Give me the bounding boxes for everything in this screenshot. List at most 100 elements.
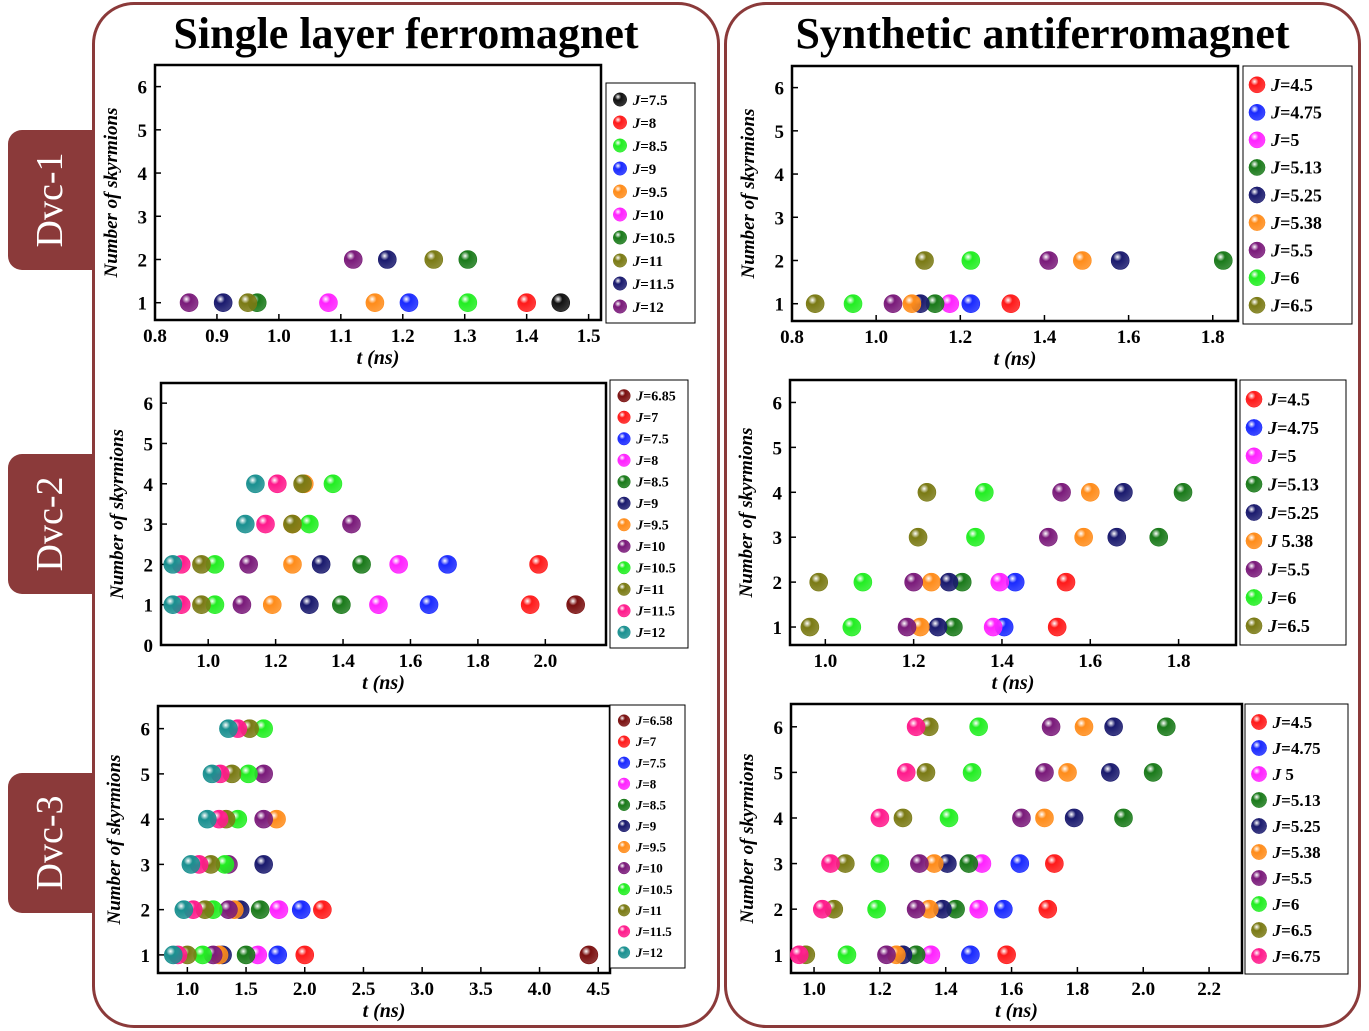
legend-marker-J7-5 (617, 756, 631, 769)
y-tick-label: 1 (775, 295, 785, 316)
legend-marker-J6-85 (617, 389, 631, 403)
legend-value: =5.13 (1277, 474, 1319, 494)
x-tick-label: 1.2 (868, 979, 892, 1000)
point-J10 (232, 595, 252, 614)
legend-marker-J6-5 (1251, 922, 1267, 938)
y-axis-label: Number of skyrmions (736, 428, 757, 599)
legend-label: J=5 (1267, 446, 1296, 466)
point-J5-25 (1110, 251, 1130, 270)
legend-J-symbol: J (635, 882, 643, 897)
legend-label: J=7 (635, 734, 657, 749)
legend-value: =8 (643, 454, 658, 469)
x-tick-label: 1.3 (453, 326, 477, 347)
legend-marker-J9 (617, 496, 631, 510)
point-J5-13 (1156, 717, 1176, 737)
legend-marker-J11-5 (617, 604, 631, 618)
point-J9-5 (283, 555, 302, 574)
device-label: Dvc-1 (29, 152, 71, 248)
legend-label: J=12 (632, 300, 664, 316)
legend-value: =5 (1277, 446, 1296, 466)
point-J9-5 (365, 293, 385, 313)
legend-value: =4.5 (1277, 389, 1310, 409)
legend-value: =5.38 (1280, 213, 1322, 233)
legend-marker-J6-5 (1248, 296, 1266, 314)
legend-label: J=10.5 (632, 231, 675, 247)
legend-J-symbol: J (1267, 503, 1278, 523)
legend-marker-J6 (1248, 269, 1266, 287)
legend-marker-J12 (617, 946, 631, 959)
device-label: Dvc-2 (29, 476, 71, 572)
legend-marker-J5-25 (1248, 186, 1266, 204)
point-J9 (311, 555, 331, 574)
y-tick-label: 4 (775, 165, 785, 186)
legend-value: =9 (640, 162, 656, 178)
point-J6 (870, 854, 890, 873)
legend-J-symbol: J (1272, 765, 1282, 784)
point-J7 (313, 900, 332, 919)
point-J7-5 (268, 945, 288, 965)
legend-value: =11.5 (640, 277, 674, 293)
point-J11-5 (256, 514, 275, 534)
legend-value: =5.25 (1280, 185, 1322, 205)
legend-marker-J5-13 (1251, 792, 1267, 808)
plot-frame (789, 702, 1244, 975)
point-J5-5 (1039, 527, 1058, 547)
point-J6-75 (812, 899, 832, 919)
point-J11 (283, 514, 302, 534)
point-J5-5 (877, 945, 896, 965)
point-J11-5 (268, 474, 287, 494)
legend-J-symbol: J (635, 776, 643, 791)
legend-marker-J9-5 (617, 518, 631, 532)
legend-value: =5 (1280, 130, 1299, 150)
point-J7 (295, 945, 315, 965)
legend-label: J=9.5 (635, 840, 667, 855)
legend-J-symbol: J (635, 454, 644, 469)
legend-marker-J9 (613, 161, 627, 176)
point-J5-38 (1058, 763, 1077, 782)
legend-value: =11 (642, 903, 662, 918)
point-J5-5 (1052, 482, 1071, 502)
legend-value: =7.5 (642, 755, 666, 770)
x-tick-label: 1.8 (1201, 327, 1225, 348)
x-tick-label: 2.0 (1131, 979, 1155, 1000)
point-J6 (837, 945, 857, 965)
point-J11-5 (377, 250, 397, 269)
y-tick-label: 2 (138, 250, 148, 271)
legend-value: =11.5 (643, 605, 675, 620)
x-axis-label: t (ns) (357, 347, 400, 369)
legend-value: =12 (643, 626, 665, 641)
legend-value: =6.75 (1281, 947, 1320, 966)
point-J12 (246, 474, 265, 494)
legend-J-symbol: J (1270, 240, 1281, 260)
legend-label: J=4.5 (1272, 713, 1312, 732)
legend-label: J=10 (635, 861, 663, 876)
legend-J-symbol: J (635, 840, 643, 855)
y-tick-label: 4 (773, 483, 783, 504)
point-J6 (969, 717, 988, 737)
legend-marker-J8 (617, 453, 631, 467)
legend-marker-J12 (613, 299, 627, 314)
y-tick-label: 3 (144, 515, 154, 536)
point-J11-5 (213, 293, 233, 313)
legend-value: =6 (1281, 895, 1299, 914)
legend-J-symbol: J (1270, 296, 1281, 316)
point-J11 (238, 293, 258, 313)
x-tick-label: 1.4 (515, 326, 539, 347)
legend-label: J=6 (1272, 895, 1300, 914)
legend-marker-J5 (1245, 447, 1263, 465)
point-J4-75 (994, 899, 1013, 919)
point-J8 (369, 595, 388, 614)
legend-value: =9 (642, 819, 656, 834)
legend-label: J=9 (635, 497, 658, 512)
legend-value: =6.58 (642, 713, 673, 728)
legend-label: J=8 (632, 116, 657, 132)
point-J6 (867, 899, 886, 919)
x-tick-label: 1.0 (813, 651, 837, 672)
legend-J-symbol: J (635, 903, 643, 918)
point-J4-5 (1056, 572, 1076, 592)
legend-marker-J7 (617, 735, 631, 748)
legend-J-symbol: J (635, 945, 643, 960)
point-J4-75 (1010, 854, 1030, 873)
point-J9 (399, 293, 419, 313)
legend-label: J=6.5 (1272, 921, 1312, 940)
